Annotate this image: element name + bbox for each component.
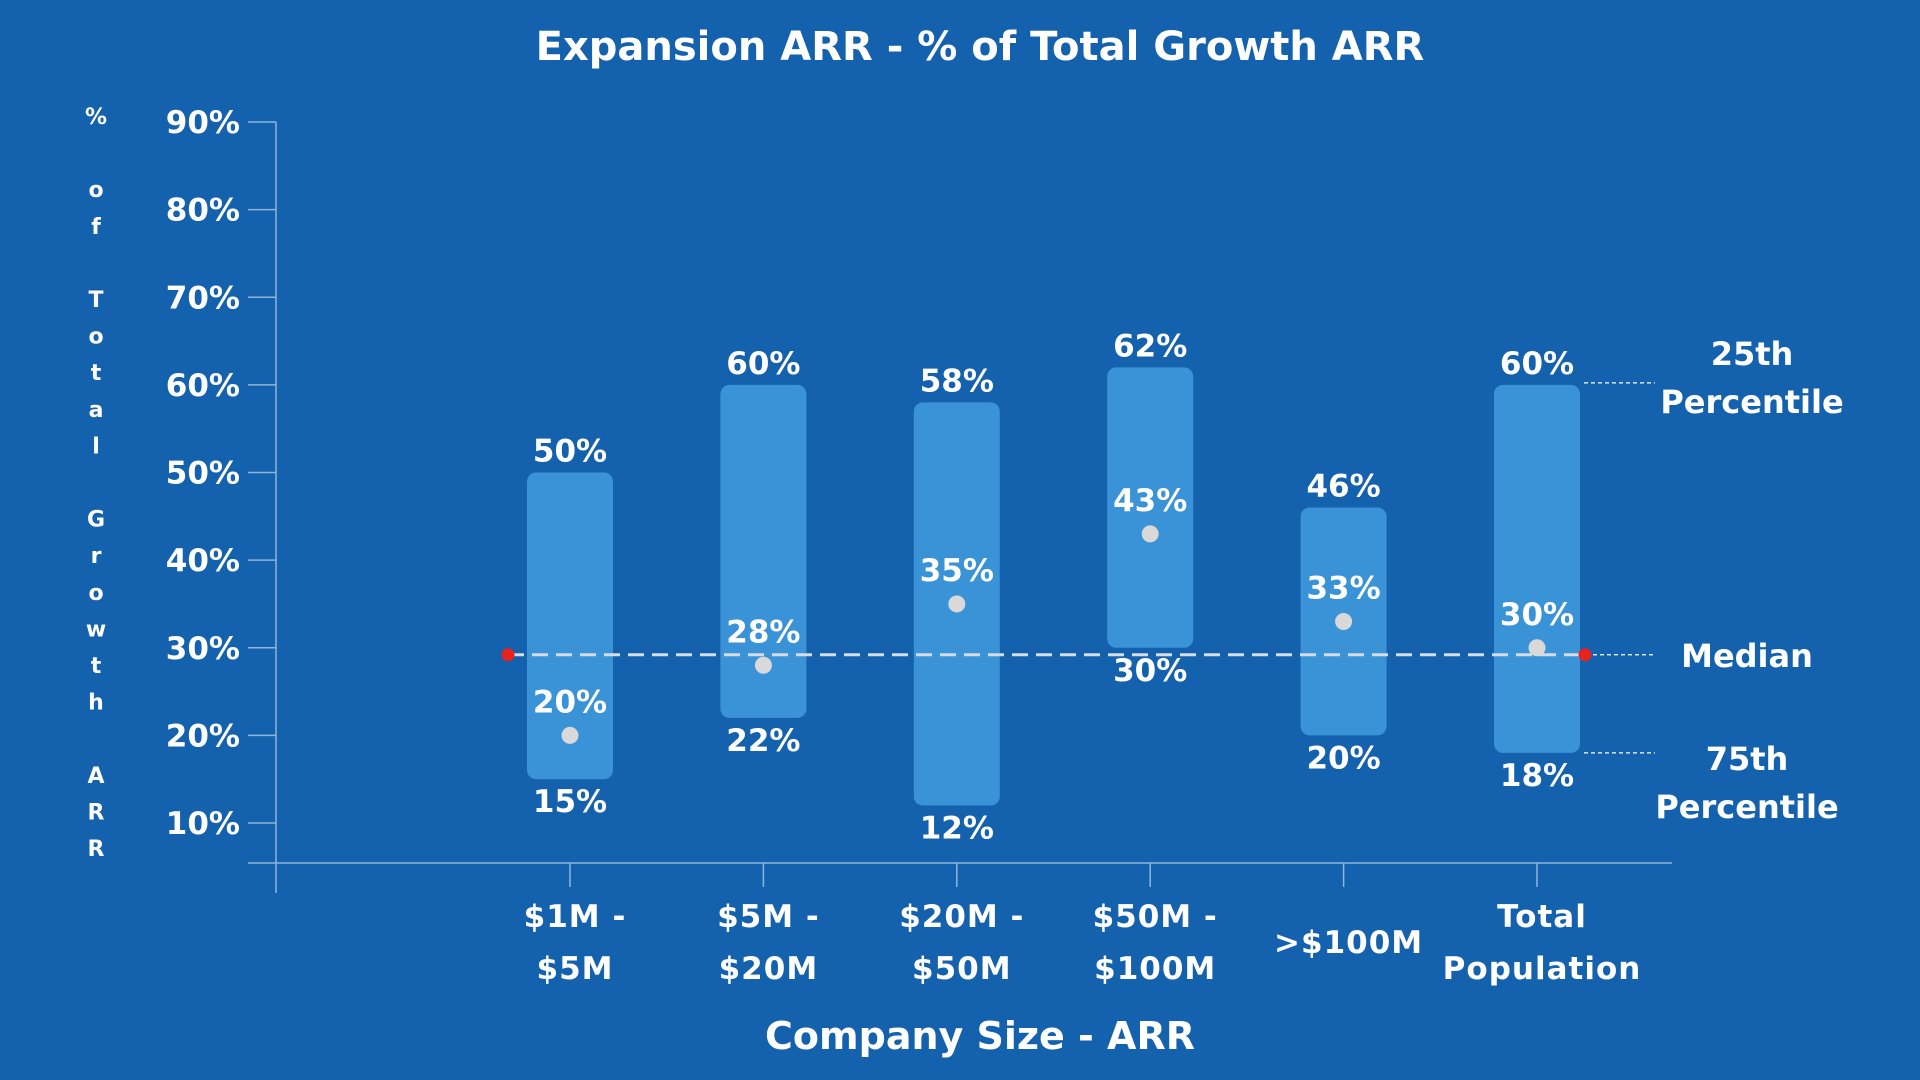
- value-labels: 50% 20% 15% 60% 28% 22% 58% 35% 12% 62% 43% 30% 46% 3…: [533, 328, 1574, 846]
- y-axis-title-char: A: [87, 764, 104, 789]
- high-value-label: 60%: [726, 346, 800, 382]
- bottom-annotation-text: 75th: [1706, 740, 1789, 778]
- y-tick-label: 90%: [166, 105, 240, 141]
- range-box: [1107, 367, 1194, 648]
- median-dot: [1335, 612, 1353, 630]
- x-axis-title: Company Size - ARR: [765, 1014, 1195, 1058]
- y-tick-label: 80%: [166, 193, 240, 229]
- bottom-annotation-text: Percentile: [1655, 788, 1838, 826]
- median-reference-line: [501, 648, 1592, 662]
- y-axis-title-char: %: [85, 105, 107, 130]
- chart-title: Expansion ARR - % of Total Growth ARR: [536, 24, 1425, 70]
- low-value-label: 30%: [1113, 653, 1187, 689]
- x-category-label: >$100M: [1274, 925, 1423, 961]
- high-value-label: 58%: [920, 363, 994, 399]
- high-value-label: 62%: [1113, 328, 1187, 364]
- low-value-label: 12%: [920, 810, 994, 846]
- top-annotation-text: 25th: [1711, 335, 1794, 373]
- y-axis-title-char: o: [88, 178, 103, 203]
- low-value-label: 15%: [533, 784, 607, 820]
- range-box: [527, 472, 613, 780]
- y-tick-label: 60%: [166, 368, 240, 404]
- axes: [248, 122, 1672, 893]
- median-dot: [561, 726, 579, 744]
- y-axis-title-char: a: [89, 398, 104, 423]
- y-tick-label: 40%: [166, 543, 240, 579]
- y-axis-title-char: R: [88, 800, 105, 825]
- y-axis-title-char: o: [88, 581, 103, 606]
- median-value-label: 43%: [1113, 483, 1187, 519]
- median-dots: [561, 525, 1546, 744]
- y-axis-title-char: t: [91, 654, 102, 679]
- y-tick-label: 30%: [166, 631, 240, 667]
- median-value-label: 20%: [533, 684, 607, 720]
- y-axis-title-char: f: [91, 215, 101, 240]
- y-axis-title-char: w: [86, 617, 106, 642]
- high-value-label: 60%: [1500, 346, 1574, 382]
- median-dot: [1141, 525, 1159, 543]
- side-annotations: 25th Percentile Median 75th Percentile: [1584, 335, 1844, 826]
- low-value-label: 22%: [726, 723, 800, 759]
- median-line-left-marker: [501, 648, 515, 662]
- y-axis-title-char: o: [88, 325, 103, 350]
- y-axis-title-char: T: [88, 288, 103, 313]
- x-category-label: $5M: [537, 951, 614, 987]
- y-axis-title-char: l: [92, 434, 100, 459]
- median-value-label: 33%: [1306, 570, 1380, 606]
- y-tick-label: 10%: [166, 806, 240, 842]
- range-box: [720, 384, 807, 718]
- y-axis-title-char: t: [91, 361, 102, 386]
- x-category-label: $20M: [719, 951, 819, 987]
- y-axis-ticks: 10% 20% 30% 40% 50% 60% 70% 80% 90%: [166, 105, 276, 842]
- median-value-label: 35%: [920, 553, 994, 589]
- x-category-label: Population: [1443, 951, 1642, 987]
- median-line-right-marker: [1578, 648, 1592, 662]
- x-category-label: $50M: [912, 951, 1012, 987]
- low-value-label: 18%: [1500, 758, 1574, 794]
- low-value-label: 20%: [1306, 740, 1380, 776]
- x-category-label: $5M -: [717, 899, 820, 935]
- y-axis-title-char: r: [91, 544, 102, 569]
- median-value-label: 30%: [1500, 597, 1574, 633]
- y-axis-title-char: R: [88, 837, 105, 862]
- y-tick-label: 70%: [166, 280, 240, 316]
- x-axis-category-labels: $1M - $5M $5M - $20M $20M - $50M $50M - $100M >$…: [524, 899, 1642, 987]
- high-value-label: 50%: [533, 434, 607, 470]
- median-dot: [754, 656, 772, 674]
- y-axis-title-char: h: [88, 691, 104, 716]
- x-category-label: Total: [1497, 899, 1587, 935]
- x-category-label: $100M: [1094, 951, 1216, 987]
- median-value-label: 28%: [726, 614, 800, 650]
- y-axis-title-char: G: [87, 508, 105, 533]
- median-dot: [1528, 639, 1546, 657]
- range-box: [1494, 384, 1580, 753]
- top-annotation-text: Percentile: [1660, 383, 1843, 421]
- middle-annotation-text: Median: [1681, 637, 1813, 675]
- x-category-label: $20M -: [899, 899, 1024, 935]
- x-category-label: $1M -: [524, 899, 627, 935]
- high-value-label: 46%: [1306, 469, 1380, 505]
- x-category-label: $50M -: [1093, 899, 1218, 935]
- median-dot: [948, 595, 966, 613]
- y-tick-label: 20%: [166, 718, 240, 754]
- y-tick-label: 50%: [166, 456, 240, 492]
